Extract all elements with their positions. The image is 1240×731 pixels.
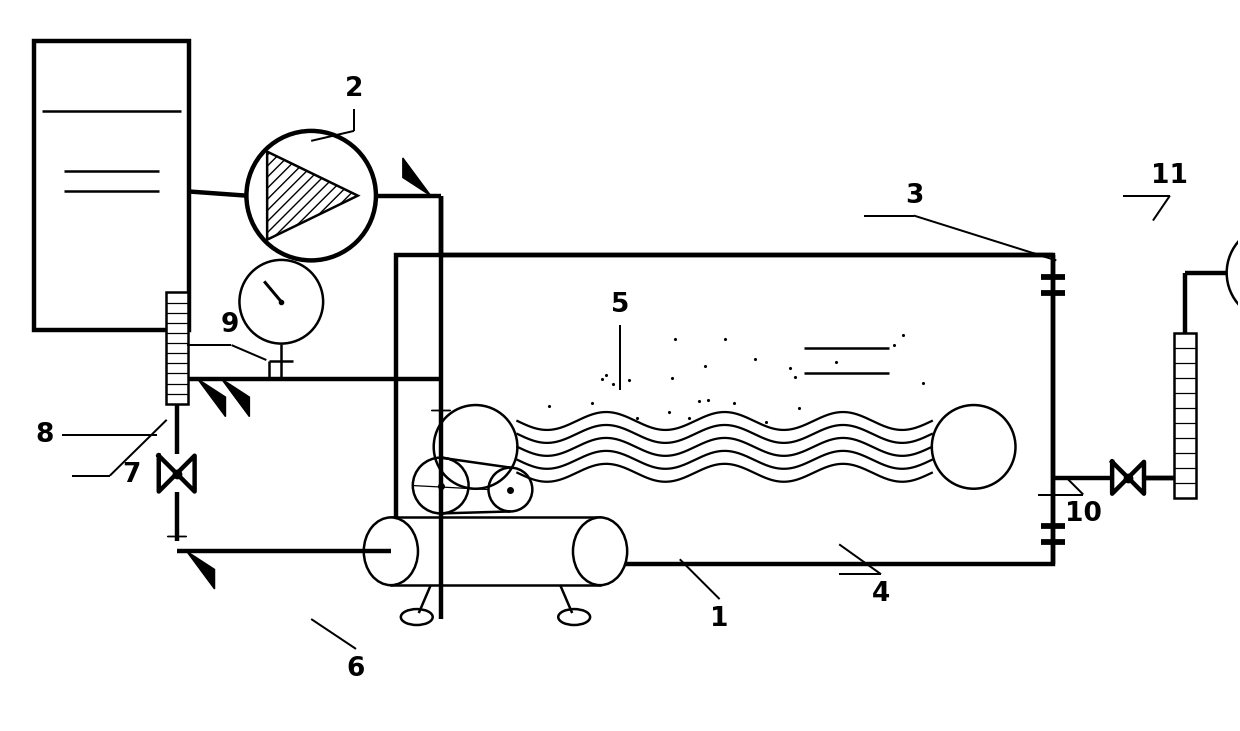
Circle shape bbox=[434, 405, 517, 489]
Text: 9: 9 bbox=[221, 312, 238, 338]
Polygon shape bbox=[403, 158, 430, 196]
Bar bbox=[166, 292, 187, 404]
Text: 7: 7 bbox=[123, 461, 141, 488]
Text: 4: 4 bbox=[872, 581, 890, 607]
Text: 5: 5 bbox=[611, 292, 629, 318]
Ellipse shape bbox=[558, 609, 590, 625]
Ellipse shape bbox=[573, 518, 627, 585]
Ellipse shape bbox=[401, 609, 433, 625]
Bar bbox=[1174, 333, 1195, 498]
Text: 8: 8 bbox=[35, 422, 53, 447]
Bar bbox=[391, 518, 600, 585]
Text: 3: 3 bbox=[905, 183, 923, 208]
Polygon shape bbox=[222, 379, 249, 417]
Text: 2: 2 bbox=[345, 76, 363, 102]
Bar bbox=[35, 41, 188, 330]
Polygon shape bbox=[187, 551, 215, 589]
Text: 6: 6 bbox=[347, 656, 366, 682]
Text: 10: 10 bbox=[1065, 501, 1101, 528]
Text: 1: 1 bbox=[711, 606, 729, 632]
Circle shape bbox=[931, 405, 1016, 489]
Text: 11: 11 bbox=[1152, 163, 1188, 189]
Bar bbox=[396, 255, 1053, 564]
Ellipse shape bbox=[363, 518, 418, 585]
Polygon shape bbox=[197, 379, 226, 417]
